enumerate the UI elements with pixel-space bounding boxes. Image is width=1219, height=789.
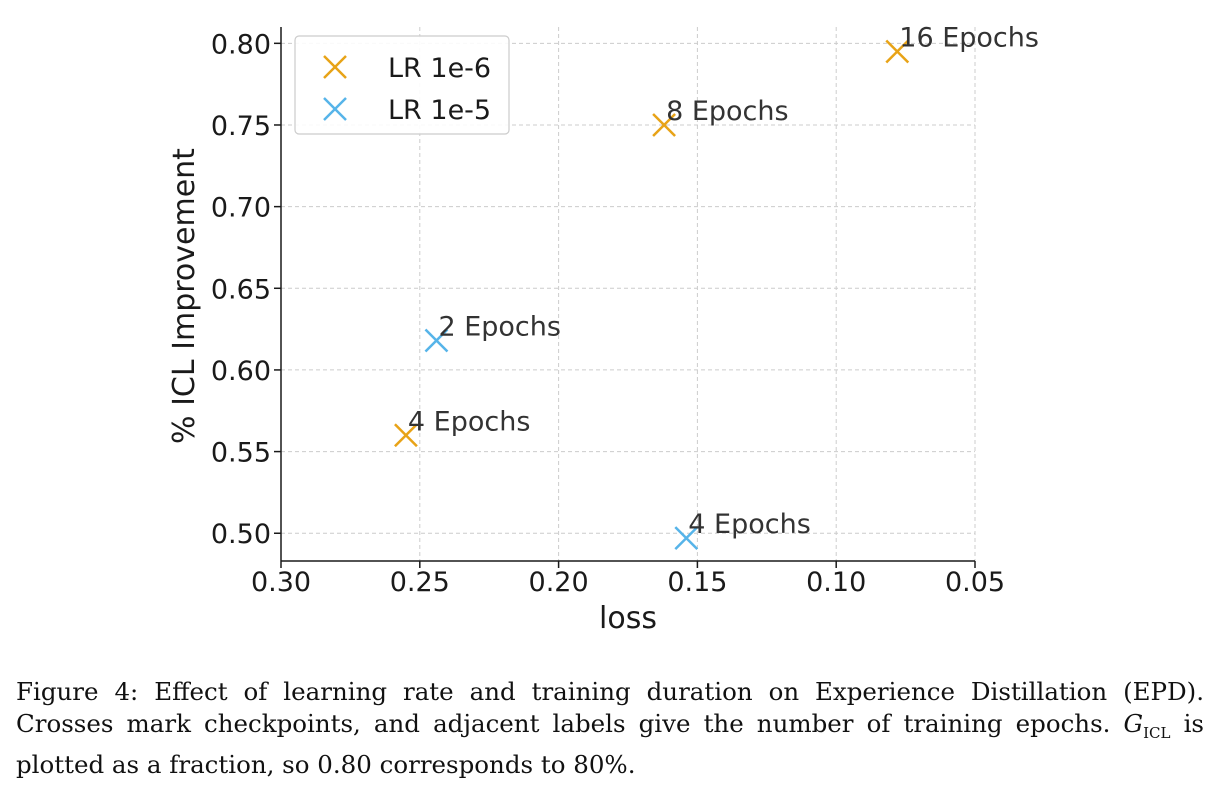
- data-point-marker: [885, 39, 910, 64]
- caption-prefix: Figure 4: Effect of learning rate and tr…: [16, 677, 1204, 738]
- legend-marker: [323, 55, 347, 79]
- caption-suffix: is plotted as a fraction, so 0.80 corres…: [16, 709, 1204, 779]
- y-tick-label: 0.65: [211, 274, 271, 305]
- legend-entry-label: LR 1e-5: [388, 95, 491, 126]
- data-point-label: 8 Epochs: [666, 96, 789, 127]
- y-tick-label: 0.60: [211, 356, 271, 387]
- caption-math-subscript: ICL: [1143, 723, 1171, 742]
- data-point-label: 4 Epochs: [688, 509, 811, 540]
- x-tick-label: 0.30: [251, 567, 311, 598]
- grid-lines: [280, 27, 976, 561]
- y-axis-ticks: 0.50 0.55 0.60 0.65 0.70 0.75 0.80: [211, 29, 281, 550]
- legend-marker: [323, 97, 347, 121]
- x-tick-label: 0.25: [390, 567, 450, 598]
- figure-caption: Figure 4: Effect of learning rate and tr…: [16, 676, 1204, 781]
- data-point-marker: [394, 423, 418, 448]
- data-point-label: 16 Epochs: [899, 22, 1039, 53]
- y-axis-title: % ICL Improvement: [167, 148, 202, 444]
- legend: LR 1e-6 LR 1e-5: [294, 35, 510, 135]
- y-tick-label: 0.50: [211, 519, 271, 550]
- data-point-marker: [424, 328, 449, 353]
- data-point-marker: [674, 526, 699, 551]
- legend-entry-label: LR 1e-6: [388, 53, 491, 84]
- y-tick-label: 0.80: [211, 29, 271, 60]
- legend-box: [294, 35, 510, 135]
- y-tick-label: 0.70: [211, 193, 271, 224]
- x-tick-label: 0.10: [806, 567, 866, 598]
- data-point-label: 4 Epochs: [408, 406, 531, 437]
- caption-math-symbol: G: [1123, 709, 1144, 738]
- data-points: 4 Epochs 8 Epochs 16 Epochs 2 Epochs 4 Epoch…: [394, 22, 1039, 551]
- y-tick-label: 0.75: [211, 111, 271, 142]
- scatter-chart: 0.30 0.25 0.20 0.15 0.10 0.05 0.50 0.55 0.60 0.6…: [167, 22, 1039, 636]
- x-axis-title: loss: [599, 601, 657, 636]
- y-tick-label: 0.55: [211, 438, 271, 469]
- x-tick-label: 0.20: [529, 567, 589, 598]
- x-tick-label: 0.05: [945, 567, 1005, 598]
- data-point-label: 2 Epochs: [438, 312, 561, 343]
- axes: [280, 27, 975, 562]
- data-point-marker: [652, 113, 676, 137]
- x-tick-label: 0.15: [667, 567, 727, 598]
- x-axis-ticks: 0.30 0.25 0.20 0.15 0.10 0.05: [251, 561, 1005, 598]
